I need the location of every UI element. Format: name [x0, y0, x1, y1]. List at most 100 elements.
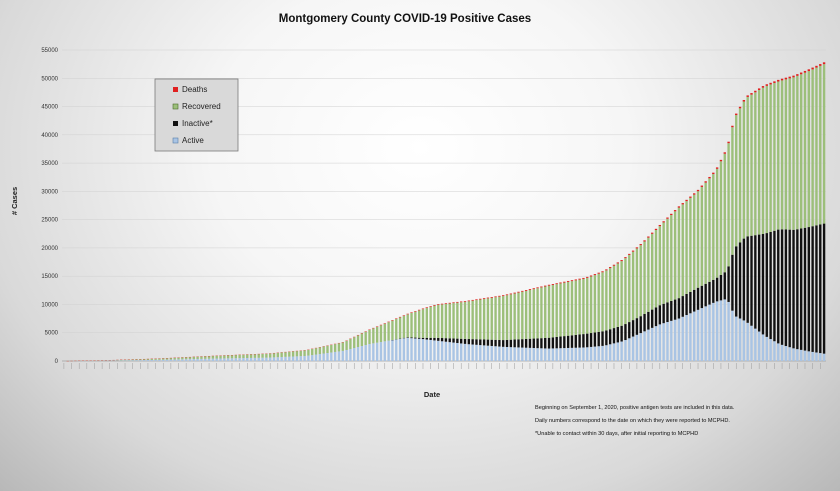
- bar-inactive: [735, 246, 738, 317]
- bar-recovered: [681, 204, 684, 297]
- bar-inactive: [429, 337, 432, 340]
- bar-recovered: [620, 261, 623, 326]
- bar-deaths: [803, 70, 807, 73]
- bar-inactive: [712, 279, 715, 303]
- bar-active: [154, 359, 157, 361]
- bar-deaths: [559, 282, 562, 284]
- bar-recovered: [204, 356, 207, 359]
- bar-active: [494, 346, 497, 361]
- bar-active: [372, 343, 375, 361]
- bar-deaths: [757, 88, 761, 90]
- bar-recovered: [410, 312, 413, 338]
- bar-active: [333, 351, 337, 361]
- bar-recovered: [421, 309, 425, 338]
- bar-inactive: [685, 293, 688, 316]
- bar-active: [269, 357, 272, 361]
- bar-recovered: [757, 89, 761, 235]
- bar-deaths: [387, 321, 390, 323]
- bar-active: [540, 348, 543, 361]
- bar-deaths: [391, 320, 394, 321]
- bar-recovered: [398, 317, 402, 339]
- bar-inactive: [490, 339, 493, 346]
- bar-active: [303, 355, 306, 361]
- bar-active: [792, 348, 795, 361]
- bar-active: [142, 360, 146, 361]
- bar-active: [184, 359, 188, 361]
- bar-recovered: [643, 241, 646, 315]
- bar-active: [158, 359, 161, 361]
- bar-active: [754, 328, 757, 361]
- bar-inactive: [799, 228, 803, 350]
- bar-active: [456, 343, 459, 361]
- bar-recovered: [341, 342, 344, 351]
- bar-active: [685, 315, 688, 361]
- bar-deaths: [654, 228, 658, 230]
- bar-recovered: [295, 351, 299, 357]
- bar-deaths: [601, 271, 604, 273]
- bar-recovered: [123, 359, 127, 361]
- bar-inactive: [547, 337, 551, 349]
- bar-deaths: [482, 298, 486, 299]
- bar-recovered: [822, 64, 826, 224]
- bar-inactive: [437, 337, 440, 341]
- bar-inactive: [700, 285, 704, 309]
- bar-inactive: [505, 339, 509, 347]
- bar-active: [479, 345, 482, 361]
- bar-active: [417, 338, 421, 361]
- bar-active: [387, 340, 390, 361]
- bar-active: [738, 318, 742, 361]
- bar-active: [383, 341, 386, 361]
- bar-inactive: [544, 337, 547, 349]
- bar-inactive: [448, 338, 451, 343]
- bar-deaths: [651, 232, 654, 234]
- bar-recovered: [532, 289, 535, 339]
- y-axis-title: # Cases: [10, 187, 19, 215]
- bar-inactive: [414, 337, 417, 339]
- bar-inactive: [425, 337, 428, 340]
- bar-deaths: [414, 311, 417, 312]
- bar-inactive: [456, 338, 459, 344]
- bar-inactive: [750, 235, 753, 326]
- bar-inactive: [601, 331, 604, 346]
- bar-deaths: [815, 65, 818, 68]
- bar-recovered: [280, 352, 283, 358]
- bar-recovered: [502, 296, 505, 341]
- bar-inactive: [628, 322, 631, 339]
- bar-inactive: [589, 333, 593, 347]
- bar-active: [448, 342, 451, 361]
- bar-active: [635, 334, 639, 361]
- bar-inactive: [563, 336, 566, 349]
- bar-inactive: [803, 227, 807, 351]
- bar-recovered: [188, 357, 192, 360]
- bar-recovered: [517, 292, 520, 340]
- bar-inactive: [498, 339, 501, 347]
- bar-deaths: [444, 303, 448, 304]
- bar-deaths: [586, 276, 589, 278]
- bar-deaths: [540, 286, 543, 288]
- bar-deaths: [754, 90, 757, 93]
- bar-recovered: [333, 344, 337, 352]
- bar-deaths: [750, 93, 753, 95]
- bar-active: [502, 346, 505, 361]
- bar-recovered: [173, 357, 176, 360]
- bar-active: [593, 346, 597, 361]
- bar-inactive: [467, 339, 471, 345]
- y-tick-label: 35000: [41, 161, 58, 167]
- bar-recovered: [735, 115, 738, 247]
- bar-deaths: [471, 299, 474, 301]
- bar-active: [819, 353, 822, 361]
- bar-recovered: [693, 194, 696, 290]
- bar-deaths: [807, 69, 810, 72]
- bar-recovered: [452, 303, 455, 339]
- bar-deaths: [788, 76, 791, 79]
- bar-recovered: [288, 351, 291, 357]
- bar-deaths: [574, 279, 577, 281]
- bar-recovered: [796, 75, 799, 230]
- bar-recovered: [536, 288, 539, 339]
- bar-recovered: [372, 328, 375, 344]
- bar-recovered: [158, 358, 161, 360]
- bar-deaths: [452, 302, 455, 304]
- bar-active: [353, 348, 356, 361]
- bar-deaths: [647, 236, 650, 238]
- bar-active: [322, 353, 325, 361]
